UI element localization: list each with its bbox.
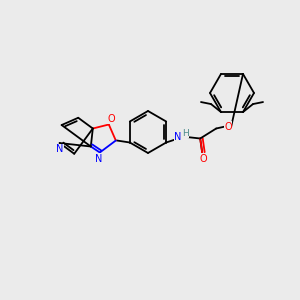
Text: O: O: [107, 113, 115, 124]
Text: H: H: [182, 129, 189, 138]
Text: O: O: [200, 154, 207, 164]
Text: O: O: [224, 122, 232, 131]
Text: N: N: [95, 154, 103, 164]
Text: N: N: [175, 133, 182, 142]
Text: N: N: [56, 144, 63, 154]
